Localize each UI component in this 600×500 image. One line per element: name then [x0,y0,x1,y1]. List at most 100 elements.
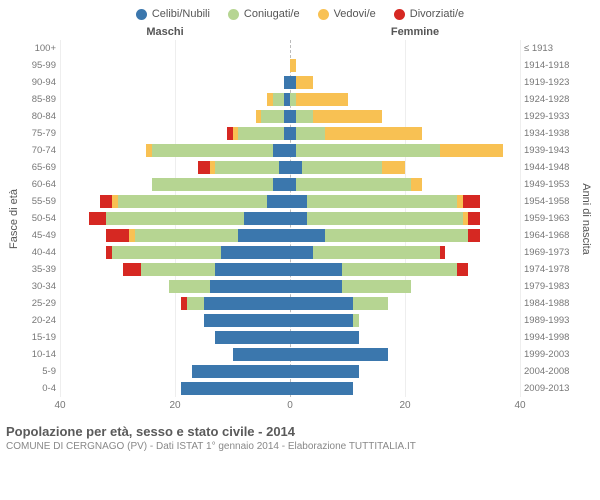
birth-tick: 1924-1928 [520,91,578,108]
bar-segment [215,263,290,276]
male-header: Maschi [60,26,290,38]
bar-segment [100,195,112,208]
bar-segment [118,195,268,208]
bar-segment [261,110,284,123]
x-tick: 20 [399,400,410,411]
female-header: Femmine [290,26,520,38]
age-row [60,125,520,142]
bar-segment [238,127,284,140]
bar-segment [325,229,469,242]
bars [60,210,520,227]
bars [60,57,520,74]
age-tick: 90-94 [22,74,60,91]
age-tick: 25-29 [22,295,60,312]
bar-segment [204,297,290,310]
age-tick: 0-4 [22,380,60,397]
bars [60,261,520,278]
age-row [60,210,520,227]
age-row [60,159,520,176]
bars [60,108,520,125]
bar-segment [273,93,285,106]
birth-tick: 1919-1923 [520,74,578,91]
bar-segment [342,263,457,276]
legend-item: Coniugati/e [228,8,300,20]
bars [60,295,520,312]
bar-segment [106,229,129,242]
bars [60,329,520,346]
bar-segment [215,161,278,174]
bar-segment [198,161,210,174]
bar-segment [244,212,290,225]
birth-tick: 1974-1978 [520,261,578,278]
birth-tick: 2009-2013 [520,380,578,397]
bars [60,227,520,244]
bars [60,142,520,159]
age-tick: 55-59 [22,193,60,210]
bar-segment [192,365,290,378]
bar-segment [457,263,469,276]
bar-segment [313,110,382,123]
birth-tick: 1964-1968 [520,227,578,244]
bar-segment [152,178,273,191]
bars [60,74,520,91]
age-row [60,142,520,159]
bar-segment [296,110,313,123]
bar-segment [267,195,290,208]
x-tick: 20 [169,400,180,411]
age-row [60,57,520,74]
bar-segment [290,382,353,395]
age-tick: 20-24 [22,312,60,329]
bar-segment [296,76,313,89]
bar-segment [468,212,480,225]
legend-label: Vedovi/e [334,8,376,20]
left-y-axis-label: Fasce di età [6,40,22,397]
bars [60,363,520,380]
bar-segment [290,263,342,276]
age-tick: 15-19 [22,329,60,346]
bar-segment [325,127,423,140]
x-tick: 40 [54,400,65,411]
age-row [60,329,520,346]
bar-segment [296,127,325,140]
legend-swatch [394,9,405,20]
bar-segment [290,229,325,242]
bar-segment [279,161,291,174]
age-tick: 70-74 [22,142,60,159]
bar-segment [290,280,342,293]
bars [60,193,520,210]
birth-tick: 1944-1948 [520,159,578,176]
legend-swatch [318,9,329,20]
bar-segment [440,144,503,157]
bar-segment [210,280,291,293]
birth-tick: ≤ 1913 [520,40,578,57]
bars [60,278,520,295]
age-row [60,74,520,91]
age-row [60,108,520,125]
bars [60,380,520,397]
chart-container: Celibi/Nubili Coniugati/e Vedovi/e Divorzia… [0,0,600,500]
age-row [60,193,520,210]
legend-label: Celibi/Nubili [152,8,210,20]
bar-segment [187,297,204,310]
age-tick: 95-99 [22,57,60,74]
bar-segment [221,246,290,259]
bar-segment [290,314,353,327]
x-tick: 40 [514,400,525,411]
age-tick: 10-14 [22,346,60,363]
bar-segment [215,331,290,344]
birth-tick: 1979-1983 [520,278,578,295]
bar-segment [411,178,423,191]
birth-tick: 2004-2008 [520,363,578,380]
birth-tick: 1989-1993 [520,312,578,329]
x-tick: 0 [287,400,293,411]
legend: Celibi/Nubili Coniugati/e Vedovi/e Divorzia… [6,8,594,20]
bar-segment [106,212,244,225]
age-tick: 75-79 [22,125,60,142]
bar-segment [169,280,209,293]
birth-tick: 1929-1933 [520,108,578,125]
legend-label: Divorziati/e [410,8,464,20]
age-row [60,312,520,329]
bars [60,125,520,142]
bars [60,159,520,176]
age-row [60,227,520,244]
